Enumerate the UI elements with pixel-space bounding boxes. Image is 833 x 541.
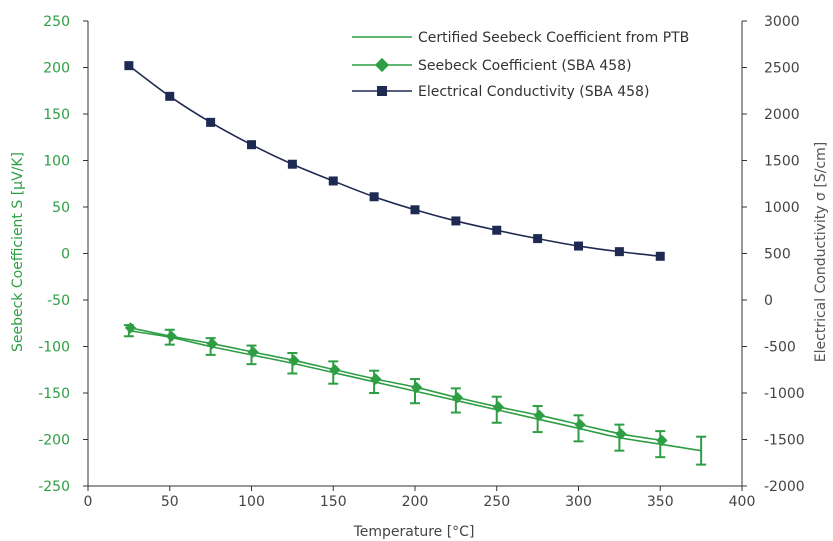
x-tick-label: 50 <box>161 494 179 510</box>
x-tick-label: 200 <box>402 494 429 510</box>
data-point-square <box>328 176 338 186</box>
legend-label-seebeck: Seebeck Coefficient (SBA 458) <box>418 58 632 74</box>
legend-label-ptb: Certified Seebeck Coefficient from PTB <box>418 30 689 46</box>
x-tick-label: 0 <box>84 494 93 510</box>
data-point-diamond <box>492 401 505 413</box>
y2-tick-label: -2000 <box>764 479 805 495</box>
y2-tick-label: 500 <box>764 247 791 263</box>
data-point-diamond <box>533 409 545 421</box>
legend-label-conductivity: Electrical Conductivity (SBA 458) <box>418 84 649 100</box>
y2-tick-label: 0 <box>764 293 773 309</box>
x-tick-label: 350 <box>647 494 674 510</box>
y-axis-right-ticks: 3000 2500 2000 1500 1000 500 0 -500 -1000 -1500 -2… <box>742 14 805 495</box>
y-tick-label: -150 <box>38 386 70 402</box>
x-tick-label: 400 <box>729 494 756 510</box>
data-point-square <box>124 61 134 71</box>
y-tick-label: -100 <box>38 340 70 356</box>
x-axis-ticks: 0 50 100 150 200 250 300 350 400 <box>84 486 756 510</box>
data-point-square <box>492 225 502 235</box>
data-point-square <box>287 159 297 169</box>
data-point-square <box>574 241 583 251</box>
legend-marker-diamond <box>374 57 390 73</box>
data-point-square <box>533 234 543 244</box>
y2-tick-label: -1000 <box>764 386 805 402</box>
data-point-diamond <box>247 346 259 358</box>
data-point-square <box>369 192 379 202</box>
y-tick-label: -50 <box>47 293 70 309</box>
x-axis-label: Temperature [°C] <box>353 524 475 540</box>
data-point-diamond <box>370 373 382 385</box>
data-point-square <box>247 140 256 150</box>
data-point-square <box>451 216 461 226</box>
data-point-diamond <box>329 364 341 376</box>
x-tick-label: 300 <box>565 494 592 510</box>
y-tick-label: 200 <box>43 61 70 77</box>
data-point-diamond <box>288 354 300 367</box>
data-point-square <box>614 247 624 257</box>
data-point-square <box>410 205 420 215</box>
y-tick-label: 100 <box>43 154 70 170</box>
y2-tick-label: 2500 <box>764 61 800 77</box>
data-point-diamond <box>206 338 218 350</box>
y2-tick-label: -500 <box>764 340 796 356</box>
data-point-diamond <box>165 330 178 342</box>
x-tick-label: 100 <box>238 494 265 510</box>
y-tick-label: -250 <box>38 479 70 495</box>
data-point-diamond <box>615 428 627 440</box>
y2-tick-label: 3000 <box>764 14 800 30</box>
y-axis-left-label: Seebeck Coefficient S [µV/K] <box>10 152 26 352</box>
y-tick-label: 0 <box>61 247 70 263</box>
y2-tick-label: 1500 <box>764 154 800 170</box>
legend-marker-square <box>377 86 387 96</box>
y2-tick-label: -1500 <box>764 433 805 449</box>
data-point-diamond <box>574 418 586 431</box>
x-tick-label: 150 <box>320 494 347 510</box>
y2-tick-label: 1000 <box>764 200 800 216</box>
plot-area <box>123 61 707 466</box>
data-point-square <box>165 91 175 101</box>
y-axis-left-ticks: 250 200 150 100 50 0 -50 -100 -150 -200 -250 <box>38 14 88 495</box>
x-tick-label: 250 <box>483 494 510 510</box>
data-point-square <box>206 117 216 127</box>
y-tick-label: 150 <box>43 107 70 123</box>
y2-tick-label: 2000 <box>764 107 800 123</box>
y-axis-right-label: Electrical Conductivity σ [S/cm] <box>813 142 829 362</box>
data-point-diamond <box>451 391 464 404</box>
data-point-diamond <box>410 381 423 394</box>
data-point-diamond <box>656 434 668 447</box>
y-tick-label: 250 <box>43 14 70 30</box>
y-tick-label: -200 <box>38 433 70 449</box>
y-tick-label: 50 <box>52 200 70 216</box>
data-point-square <box>655 251 665 261</box>
legend: Certified Seebeck Coefficient from PTB S… <box>352 30 689 100</box>
